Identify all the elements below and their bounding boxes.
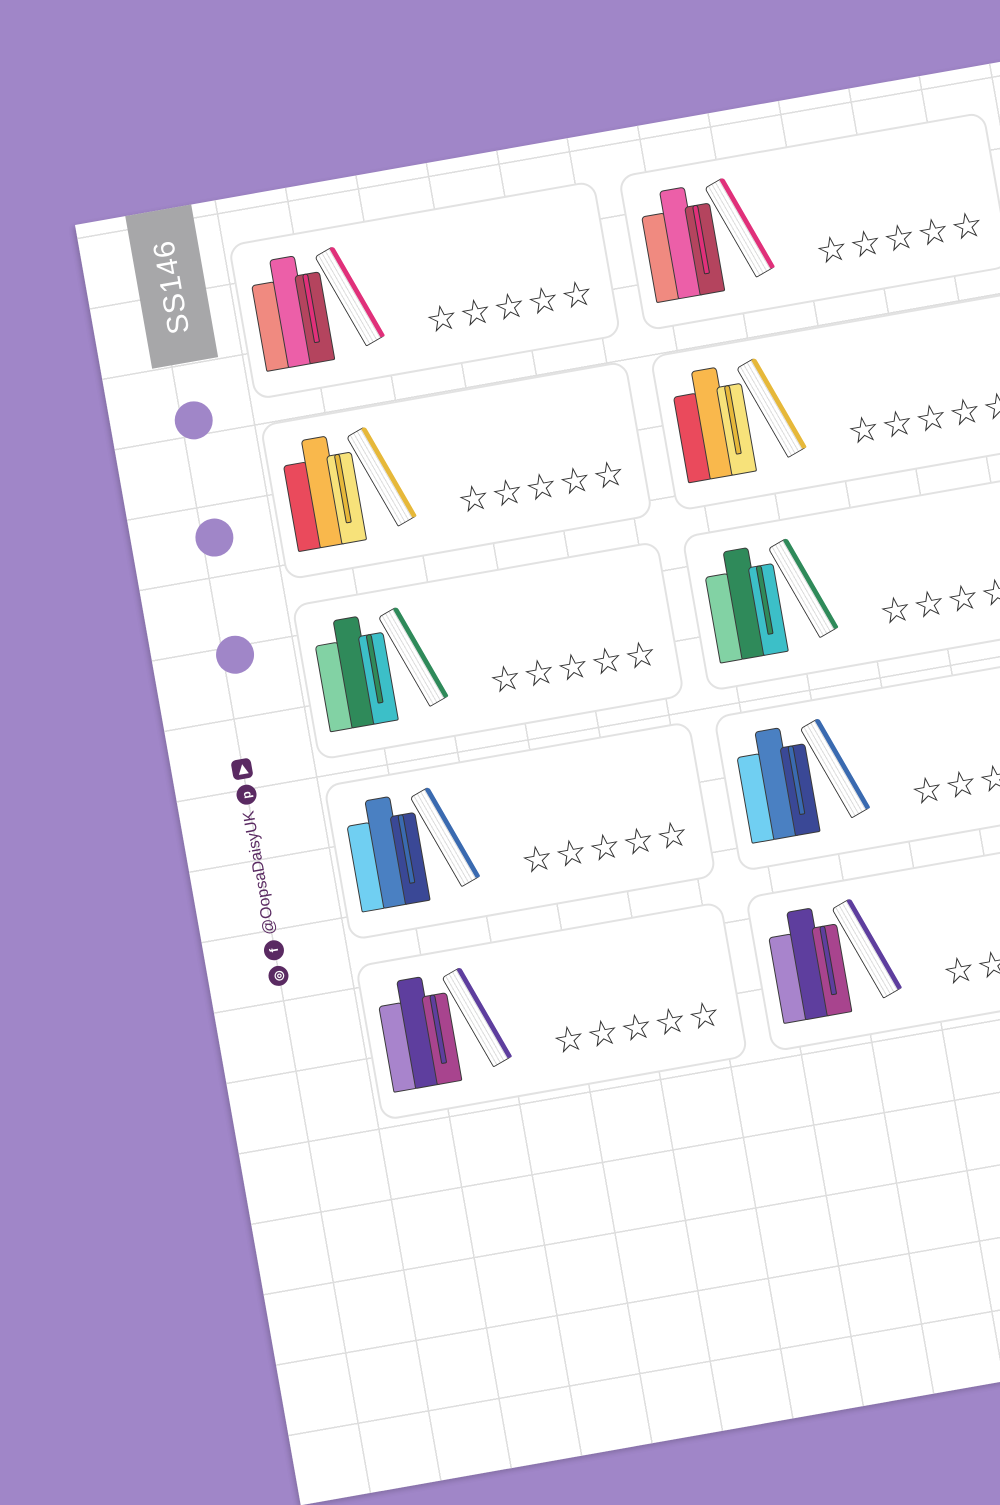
star-icon[interactable]: ☆ xyxy=(557,271,597,318)
facebook-icon: f xyxy=(262,938,286,962)
star-icon[interactable]: ☆ xyxy=(913,208,953,255)
star-icon[interactable]: ☆ xyxy=(684,992,724,1039)
star-icon[interactable]: ☆ xyxy=(485,655,525,702)
star-icon[interactable]: ☆ xyxy=(456,289,496,336)
books-illustration xyxy=(309,589,473,733)
book-rating-sticker[interactable]: ☆☆☆☆☆ xyxy=(323,720,717,942)
star-icon[interactable]: ☆ xyxy=(583,1010,623,1057)
star-icon[interactable]: ☆ xyxy=(939,947,979,994)
star-rating[interactable]: ☆☆☆☆☆ xyxy=(485,631,660,702)
instagram-icon: ◎ xyxy=(266,964,291,988)
star-rating[interactable]: ☆☆☆☆☆ xyxy=(422,271,597,342)
books-illustration xyxy=(341,769,505,913)
books-illustration xyxy=(246,229,410,372)
book-rating-sticker[interactable]: ☆☆☆☆☆ xyxy=(681,471,1000,693)
book-rating-sticker[interactable]: ☆☆☆☆☆ xyxy=(744,832,1000,1053)
sheet-code: SS146 xyxy=(146,237,196,337)
star-rating[interactable]: ☆☆☆☆☆ xyxy=(517,812,692,882)
star-icon[interactable]: ☆ xyxy=(650,998,690,1045)
star-icon[interactable]: ☆ xyxy=(553,643,593,690)
star-icon[interactable]: ☆ xyxy=(909,580,949,627)
star-icon[interactable]: ☆ xyxy=(587,637,627,684)
star-icon[interactable]: ☆ xyxy=(617,1004,656,1051)
star-icon[interactable]: ☆ xyxy=(487,469,527,516)
star-icon[interactable]: ☆ xyxy=(941,761,981,808)
star-icon[interactable]: ☆ xyxy=(879,214,919,261)
book-rating-sticker[interactable]: ☆☆☆☆☆ xyxy=(649,291,1000,512)
books-illustration xyxy=(373,950,537,1093)
star-icon[interactable]: ☆ xyxy=(551,829,591,876)
books-illustration xyxy=(667,340,831,484)
star-icon[interactable]: ☆ xyxy=(947,202,987,249)
star-icon[interactable]: ☆ xyxy=(877,400,917,447)
books-illustration xyxy=(731,701,895,844)
star-icon[interactable]: ☆ xyxy=(907,767,947,814)
sticker-sheet: SS146 ◎ f @OopsaDaisyUK p ▶ ☆ ☆ ☆ ☆ ☆ ☆ ☆ ☆ ☆ ☆ ☆ ☆… xyxy=(75,0,1000,1505)
youtube-icon: ▶ xyxy=(230,757,254,782)
star-rating[interactable]: ☆☆☆☆☆ xyxy=(454,451,629,522)
social-handle: @OopsaDaisyUK xyxy=(240,809,280,937)
star-icon[interactable]: ☆ xyxy=(846,220,886,267)
books-illustration xyxy=(699,520,863,664)
punch-hole xyxy=(213,632,258,677)
star-icon[interactable]: ☆ xyxy=(555,457,595,504)
star-icon[interactable]: ☆ xyxy=(585,823,625,870)
star-icon[interactable]: ☆ xyxy=(977,569,1000,616)
star-rating[interactable]: ☆☆☆☆☆ xyxy=(844,383,1000,453)
star-icon[interactable]: ☆ xyxy=(652,812,692,859)
punch-hole xyxy=(171,398,216,443)
star-icon[interactable]: ☆ xyxy=(975,755,1000,802)
book-rating-sticker[interactable]: ☆☆☆☆☆ xyxy=(291,540,686,761)
star-icon[interactable]: ☆ xyxy=(943,574,983,621)
star-rating[interactable]: ☆☆☆☆☆ xyxy=(812,202,987,273)
sheet-code-label: SS146 xyxy=(125,204,219,369)
star-icon[interactable]: ☆ xyxy=(911,394,951,441)
social-handles: ◎ f @OopsaDaisyUK p ▶ xyxy=(230,757,291,988)
books-illustration xyxy=(277,409,441,553)
book-rating-sticker[interactable]: ☆☆☆☆☆ xyxy=(227,180,622,401)
book-rating-sticker[interactable]: ☆☆☆☆☆ xyxy=(713,652,1000,873)
star-icon[interactable]: ☆ xyxy=(589,451,629,498)
punch-hole xyxy=(192,515,237,560)
star-icon[interactable]: ☆ xyxy=(517,835,557,882)
star-icon[interactable]: ☆ xyxy=(519,649,559,696)
star-icon[interactable]: ☆ xyxy=(812,226,852,273)
star-icon[interactable]: ☆ xyxy=(844,406,884,453)
sticker-grid: ☆ ☆ ☆ ☆ ☆ ☆ ☆ ☆ ☆ ☆ ☆ ☆ ☆ ☆ ☆ ☆ ☆ ☆ ☆ ☆ ☆ ☆ ☆ ☆ ☆ ☆ ☆ ☆ ☆ ☆ ☆ ☆ ☆ ☆ ☆ ☆ ☆ ☆ ☆ ☆… xyxy=(75,0,1000,1122)
star-rating[interactable]: ☆☆☆☆☆ xyxy=(907,746,1000,814)
book-rating-sticker[interactable]: ☆☆☆☆☆ xyxy=(259,360,654,581)
star-icon[interactable]: ☆ xyxy=(875,586,915,633)
star-icon[interactable]: ☆ xyxy=(422,295,462,342)
star-rating[interactable]: ☆☆☆☆☆ xyxy=(875,566,1000,633)
books-illustration xyxy=(636,160,800,304)
star-rating[interactable]: ☆☆☆☆☆ xyxy=(939,926,1000,994)
star-icon[interactable]: ☆ xyxy=(973,941,1000,988)
star-icon[interactable]: ☆ xyxy=(523,277,563,324)
book-rating-sticker[interactable]: ☆☆☆☆☆ xyxy=(354,901,749,1122)
star-icon[interactable]: ☆ xyxy=(621,631,660,678)
book-rating-sticker[interactable]: ☆☆☆☆☆ xyxy=(617,111,1000,332)
books-illustration xyxy=(763,881,927,1025)
star-icon[interactable]: ☆ xyxy=(619,818,658,864)
pinterest-icon: p xyxy=(235,783,259,807)
star-icon[interactable]: ☆ xyxy=(945,388,985,435)
star-icon[interactable]: ☆ xyxy=(489,283,529,330)
star-icon[interactable]: ☆ xyxy=(549,1016,589,1063)
star-icon[interactable]: ☆ xyxy=(521,463,561,510)
star-icon[interactable]: ☆ xyxy=(454,475,494,522)
star-rating[interactable]: ☆☆☆☆☆ xyxy=(549,992,724,1063)
